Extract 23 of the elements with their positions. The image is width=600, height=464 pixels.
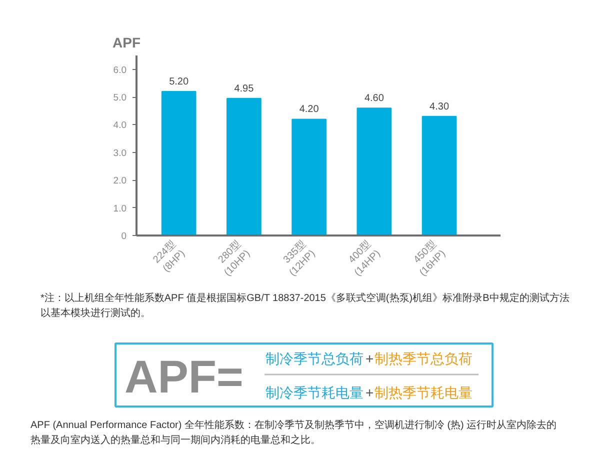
bar — [356, 108, 392, 236]
text: APF (Annual Performance Factor) 全年性能系数：在制冷季节及制热季节中，空调机进行制冷 (热) 运行时从室内除去的热量及向室内送入的热量总和与同一期间内消耗的电量总和之比。 — [30, 419, 557, 446]
y-tick-label: 3.0 — [113, 148, 127, 159]
y-tick-label: 6.0 — [113, 64, 127, 76]
y-tick-label: 4.0 — [113, 120, 127, 132]
data-label: 4.20 — [299, 104, 320, 116]
data-label: 4.30 — [430, 101, 450, 112]
bar — [226, 98, 262, 236]
data-label: 4.60 — [364, 93, 384, 104]
y-tick-label: 0 — [121, 231, 127, 242]
bar — [292, 118, 326, 236]
text: 制冷季节耗电量+制热季节耗电量 — [266, 384, 472, 400]
data-label: 4.95 — [234, 83, 254, 94]
data-label: 5.20 — [169, 76, 189, 88]
bar — [161, 91, 196, 236]
text: 制冷季节总负荷+制热季节总负荷 — [266, 350, 472, 366]
y-tick-label: 1.0 — [113, 203, 127, 214]
y-tick-label: 2.0 — [113, 176, 127, 187]
text: APF= — [124, 350, 244, 402]
y-axis-title: APF — [112, 34, 141, 50]
text: *注：以上机组全年性能系数APF 值是根据国标GB/T 18837-2015《多联式空调(热泵)机组》标准附录B中规定的测试方法以基本模块进行测试的。 — [40, 292, 570, 319]
bar — [422, 116, 457, 236]
y-tick-label: 5.0 — [113, 92, 127, 104]
